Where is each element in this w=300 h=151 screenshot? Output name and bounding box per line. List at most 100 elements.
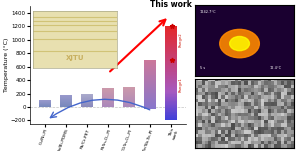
- Bar: [144, 61, 156, 62]
- Bar: [102, 99, 114, 100]
- Bar: [144, 64, 156, 65]
- Bar: [165, 47, 177, 48]
- Bar: [165, 97, 177, 98]
- Bar: [102, 88, 114, 89]
- Bar: [81, 104, 93, 105]
- Bar: [165, 79, 177, 80]
- Bar: [144, 65, 156, 66]
- Bar: [81, 95, 93, 96]
- Bar: [165, 112, 177, 113]
- Bar: [144, 98, 156, 99]
- Bar: [102, 95, 114, 96]
- Bar: [60, 100, 72, 101]
- Bar: [144, 91, 156, 92]
- Bar: [165, 70, 177, 71]
- Bar: [165, 44, 177, 45]
- Bar: [144, 93, 156, 94]
- Bar: [165, 111, 177, 112]
- Bar: [165, 35, 177, 36]
- Bar: [123, 102, 135, 103]
- Bar: [165, 87, 177, 88]
- Bar: [144, 83, 156, 84]
- Bar: [165, 67, 177, 68]
- Bar: [81, 106, 93, 107]
- Bar: [165, 117, 177, 118]
- Bar: [165, 82, 177, 83]
- Bar: [144, 92, 156, 93]
- Bar: [165, 48, 177, 49]
- Bar: [102, 94, 114, 95]
- Bar: [144, 103, 156, 104]
- Bar: [165, 100, 177, 101]
- Bar: [165, 108, 177, 109]
- Bar: [144, 63, 156, 64]
- Bar: [165, 85, 177, 86]
- Bar: [123, 90, 135, 91]
- Bar: [123, 97, 135, 98]
- Bar: [144, 76, 156, 77]
- Bar: [144, 84, 156, 85]
- Bar: [123, 100, 135, 101]
- Bar: [123, 103, 135, 104]
- Bar: [102, 96, 114, 97]
- Bar: [165, 59, 177, 60]
- Bar: [165, 104, 177, 105]
- Text: 12.4°C: 12.4°C: [269, 66, 281, 70]
- Bar: [123, 93, 135, 94]
- Bar: [165, 107, 177, 108]
- Bar: [144, 70, 156, 71]
- Bar: [165, 28, 177, 29]
- Bar: [144, 105, 156, 106]
- Bar: [123, 91, 135, 92]
- Bar: [81, 100, 93, 101]
- Bar: [165, 78, 177, 79]
- Bar: [165, 118, 177, 119]
- Bar: [144, 68, 156, 69]
- Bar: [60, 99, 72, 100]
- Bar: [165, 81, 177, 82]
- Bar: [165, 68, 177, 69]
- Bar: [165, 72, 177, 73]
- Bar: [102, 104, 114, 105]
- Bar: [102, 97, 114, 98]
- Bar: [165, 90, 177, 91]
- Bar: [144, 95, 156, 96]
- Bar: [144, 108, 156, 109]
- Bar: [165, 69, 177, 70]
- Bar: [165, 115, 177, 116]
- Bar: [123, 96, 135, 97]
- Bar: [60, 97, 72, 98]
- Bar: [144, 88, 156, 89]
- Bar: [165, 92, 177, 93]
- Bar: [102, 100, 114, 101]
- Bar: [165, 71, 177, 72]
- Bar: [60, 103, 72, 104]
- Bar: [144, 90, 156, 91]
- Bar: [144, 79, 156, 80]
- Bar: [165, 60, 177, 61]
- Bar: [165, 95, 177, 96]
- Bar: [165, 113, 177, 114]
- Text: Range2: Range2: [178, 32, 182, 47]
- Bar: [144, 94, 156, 95]
- Bar: [144, 74, 156, 75]
- Bar: [165, 76, 177, 77]
- Text: This work: This work: [150, 0, 192, 9]
- Bar: [165, 36, 177, 37]
- Bar: [123, 101, 135, 102]
- Bar: [81, 94, 93, 95]
- Bar: [165, 83, 177, 84]
- Bar: [123, 99, 135, 100]
- Bar: [165, 77, 177, 78]
- Bar: [123, 95, 135, 96]
- Bar: [165, 42, 177, 43]
- Bar: [144, 85, 156, 86]
- Bar: [165, 88, 177, 89]
- Bar: [165, 29, 177, 30]
- Bar: [60, 96, 72, 97]
- Bar: [165, 109, 177, 110]
- Bar: [165, 49, 177, 50]
- Bar: [102, 91, 114, 92]
- Bar: [165, 73, 177, 74]
- Bar: [165, 119, 177, 120]
